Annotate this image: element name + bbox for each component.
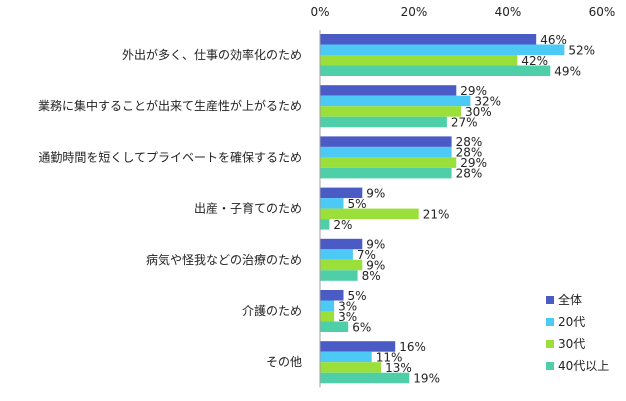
bar [320, 167, 452, 179]
data-label: 49% [554, 64, 581, 78]
bar [320, 116, 447, 128]
bar [320, 270, 358, 281]
data-label: 28% [456, 167, 483, 181]
x-axis-ticks: 0% 20% 40% 60% [310, 5, 615, 19]
data-label: 2% [333, 218, 352, 232]
legend-swatch [546, 296, 554, 304]
bar [320, 238, 363, 250]
data-label: 3% [338, 299, 357, 313]
data-label: 13% [385, 361, 412, 375]
bar [320, 34, 537, 45]
data-label: 8% [362, 269, 381, 283]
bar [320, 146, 452, 158]
bar [320, 219, 330, 230]
data-label: 29% [460, 156, 487, 170]
category-label: その他 [266, 355, 302, 369]
data-label: 32% [474, 94, 501, 108]
data-label: 5% [348, 289, 367, 303]
bar [320, 259, 363, 271]
data-label: 9% [366, 259, 385, 273]
bar [320, 300, 335, 311]
legend-label: 全体 [558, 292, 582, 307]
data-label: 9% [366, 238, 385, 252]
bar [320, 341, 396, 352]
bar [320, 362, 382, 373]
x-tick-label: 0% [310, 5, 329, 19]
data-label: 11% [376, 350, 403, 364]
x-tick-label: 60% [589, 5, 616, 19]
data-label: 46% [540, 33, 567, 47]
bar [320, 290, 344, 301]
category-label: 業務に集中することが出来て生産性が上がるため [38, 98, 302, 113]
data-label: 16% [399, 340, 426, 354]
legend-label: 40代以上 [558, 359, 609, 373]
data-label: 3% [338, 310, 357, 324]
bar [320, 187, 363, 199]
legend-label: 20代 [558, 315, 585, 329]
bar [320, 65, 551, 76]
legend-swatch [546, 340, 554, 348]
data-label: 6% [352, 320, 371, 334]
category-label: 出産・子育てのため [194, 201, 302, 216]
data-label: 28% [456, 135, 483, 149]
bar [320, 55, 518, 66]
bar [320, 157, 457, 168]
bar [320, 208, 419, 220]
data-label: 5% [348, 197, 367, 211]
x-tick-label: 20% [401, 5, 428, 19]
data-label: 9% [366, 186, 385, 200]
bars [320, 34, 565, 384]
category-labels: 外出が多く、仕事の効率化のため業務に集中することが出来て生産性が上がるため通勤時… [38, 47, 302, 369]
category-label: 介護のため [242, 303, 302, 318]
data-label: 7% [357, 248, 376, 262]
category-label: 外出が多く、仕事の効率化のため [122, 47, 302, 62]
legend-swatch [546, 362, 554, 370]
bar [320, 249, 353, 260]
data-labels: 46%52%42%49%29%32%30%27%28%28%29%28%9%5%… [333, 33, 595, 386]
bar [320, 372, 410, 384]
bar [320, 106, 461, 117]
bar [320, 198, 344, 209]
data-label: 42% [521, 54, 548, 68]
bar [320, 136, 452, 147]
bar [320, 85, 457, 96]
bar [320, 44, 565, 55]
x-tick-label: 40% [495, 5, 522, 19]
data-label: 29% [460, 84, 487, 98]
bar [320, 95, 471, 107]
legend: 全体 20代 30代 40代以上 [546, 292, 609, 373]
category-label: 病気や怪我などの治療のため [146, 252, 302, 267]
data-label: 52% [568, 43, 595, 57]
category-label: 通勤時間を短くしてプライベートを確保するため [38, 149, 302, 164]
data-label: 27% [451, 115, 478, 129]
data-label: 21% [423, 207, 450, 221]
legend-swatch [546, 318, 554, 326]
data-label: 28% [456, 146, 483, 160]
data-label: 19% [413, 371, 440, 385]
legend-label: 30代 [558, 337, 585, 351]
data-label: 30% [465, 105, 492, 119]
bar [320, 311, 335, 322]
bar [320, 351, 372, 363]
bar [320, 321, 349, 332]
